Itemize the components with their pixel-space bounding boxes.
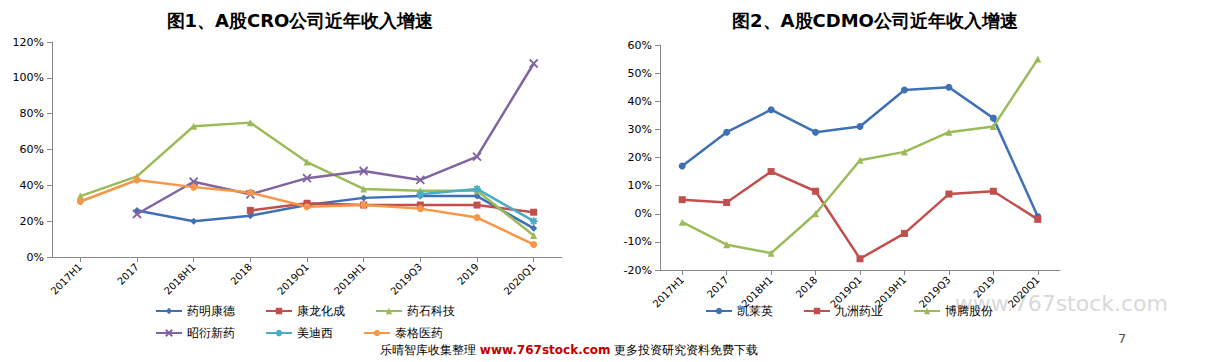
svg-text:50%: 50%: [628, 67, 652, 80]
svg-text:凯莱英: 凯莱英: [737, 304, 773, 318]
svg-text:昭衍新药: 昭衍新药: [187, 326, 235, 340]
svg-text:80%: 80%: [20, 107, 44, 120]
svg-text:20%: 20%: [20, 215, 44, 228]
svg-text:-10%: -10%: [624, 235, 652, 248]
svg-text:2020Q1: 2020Q1: [1006, 274, 1042, 310]
svg-text:0%: 0%: [27, 251, 44, 264]
svg-text:图1、A股CRO公司近年收入增速: 图1、A股CRO公司近年收入增速: [167, 10, 434, 31]
svg-text:2018H1: 2018H1: [739, 274, 775, 310]
svg-text:2020Q1: 2020Q1: [502, 261, 538, 297]
svg-text:2019Q3: 2019Q3: [917, 274, 953, 310]
svg-text:2017H1: 2017H1: [49, 261, 85, 297]
svg-text:www.767stock.com: www.767stock.com: [480, 343, 611, 357]
svg-text:2019Q1: 2019Q1: [275, 261, 311, 297]
svg-text:2018: 2018: [794, 274, 820, 300]
svg-text:更多投资研究资料免费下载: 更多投资研究资料免费下载: [611, 343, 759, 357]
svg-text:美迪西: 美迪西: [297, 326, 333, 340]
svg-text:40%: 40%: [628, 95, 652, 108]
svg-text:2017: 2017: [115, 261, 141, 287]
svg-text:7: 7: [1118, 331, 1126, 346]
svg-text:0%: 0%: [635, 207, 652, 220]
svg-text:2019H1: 2019H1: [872, 274, 909, 310]
svg-text:60%: 60%: [20, 143, 44, 156]
svg-text:药石科技: 药石科技: [407, 304, 455, 318]
svg-text:120%: 120%: [13, 36, 44, 49]
svg-text:2019Q3: 2019Q3: [388, 261, 424, 297]
svg-text:2018: 2018: [228, 261, 254, 287]
svg-text:乐晴智库收集整理: 乐晴智库收集整理: [380, 343, 480, 357]
svg-text:60%: 60%: [628, 39, 652, 52]
svg-text:博腾股份: 博腾股份: [945, 304, 993, 318]
svg-text:www.767stock.com: www.767stock.com: [954, 290, 1168, 316]
svg-text:10%: 10%: [628, 179, 652, 192]
svg-text:泰格医药: 泰格医药: [395, 326, 443, 340]
svg-text:康龙化成: 康龙化成: [297, 304, 345, 318]
svg-text:2019: 2019: [455, 261, 481, 287]
svg-text:2019: 2019: [971, 274, 997, 300]
svg-text:2018H1: 2018H1: [162, 261, 198, 297]
svg-text:药明康德: 药明康德: [187, 304, 235, 318]
svg-text:2017: 2017: [705, 274, 731, 300]
svg-text:九洲药业: 九洲药业: [835, 304, 883, 318]
svg-text:2017H1: 2017H1: [651, 274, 687, 310]
svg-text:2019H1: 2019H1: [332, 261, 368, 297]
svg-text:2019Q1: 2019Q1: [828, 274, 864, 310]
svg-text:-20%: -20%: [624, 264, 652, 277]
svg-text:20%: 20%: [628, 151, 652, 164]
svg-text:图2、A股CDMO公司近年收入增速: 图2、A股CDMO公司近年收入增速: [732, 10, 1018, 31]
svg-text:100%: 100%: [13, 71, 44, 84]
svg-text:30%: 30%: [628, 123, 652, 136]
svg-text:40%: 40%: [20, 179, 44, 192]
